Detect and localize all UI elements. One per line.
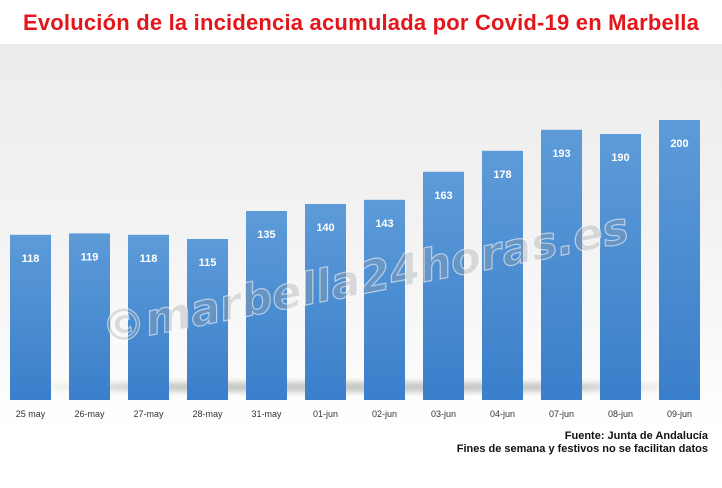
x-tick-label: 01-jun [313,409,338,419]
bar-25-may [10,234,51,400]
bar-08-jun [600,134,641,400]
x-tick-label: 27-may [133,409,164,419]
data-label: 118 [22,253,40,265]
x-tick-label: 02-jun [372,409,397,419]
x-tick-label: 25 may [16,409,46,419]
data-label: 140 [316,222,334,234]
no-data-note: Fines de semana y festivos no se facilit… [456,443,708,455]
data-label: 163 [434,190,452,202]
data-label: 118 [140,253,158,265]
bar-chart: 118 119 118 115 135 140 143 163 178 193 190 200 25 … [10,120,705,419]
bar-02-jun [364,199,405,400]
chart-title: Evolución de la incidencia acumulada por… [22,10,700,35]
bar-07-jun [541,129,582,401]
bar-26-may [69,233,110,400]
bar-28-may [187,239,228,400]
source-note: Fuente: Junta de Andalucía Fines de sema… [457,430,708,456]
x-tick-label: 07-jun [549,409,574,419]
x-tick-label: 31-may [251,409,282,419]
x-tick-label: 09-jun [667,409,692,419]
data-label: 178 [493,169,511,181]
plot-area: 118 119 118 115 135 140 143 163 178 193 190 200 25 … [0,44,722,434]
x-tick-label: 04-jun [490,409,515,419]
data-label: 193 [552,148,570,160]
bar-04-jun [482,150,523,400]
data-label: 190 [611,152,629,164]
bar-09-jun [659,120,700,400]
data-label: 115 [199,257,217,269]
data-label: 200 [670,138,688,150]
bar-31-may [246,211,287,400]
x-tick-label: 03-jun [431,409,456,419]
source-text: Fuente: Junta de Andalucía [564,430,708,442]
bar-27-may [128,234,169,400]
bar-01-jun [305,204,346,400]
data-label: 143 [375,218,393,230]
data-label: 135 [257,229,275,241]
bar-03-jun [423,171,464,400]
x-tick-label: 26-may [74,409,105,419]
data-label: 119 [81,251,99,263]
x-tick-label: 08-jun [608,409,633,419]
x-tick-label: 28-may [192,409,223,419]
